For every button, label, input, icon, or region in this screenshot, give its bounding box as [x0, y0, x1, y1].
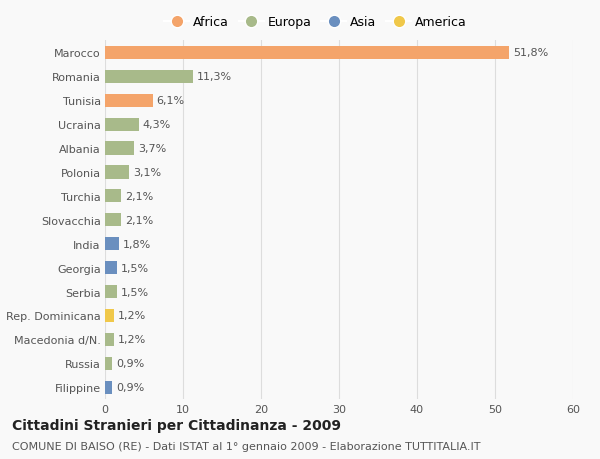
Text: 4,3%: 4,3% [142, 120, 170, 130]
Bar [105, 238, 119, 251]
Bar [105, 71, 193, 84]
Text: 1,5%: 1,5% [121, 287, 149, 297]
Bar [105, 381, 112, 394]
Bar [105, 309, 115, 322]
Bar [105, 95, 152, 107]
Legend: Africa, Europa, Asia, America: Africa, Europa, Asia, America [162, 13, 469, 32]
Text: 1,8%: 1,8% [123, 239, 151, 249]
Bar [105, 142, 134, 155]
Bar [105, 333, 115, 346]
Text: 0,9%: 0,9% [116, 358, 144, 369]
Text: 6,1%: 6,1% [157, 96, 185, 106]
Text: 3,1%: 3,1% [133, 168, 161, 178]
Text: 2,1%: 2,1% [125, 215, 154, 225]
Bar [105, 166, 129, 179]
Text: 1,2%: 1,2% [118, 335, 146, 345]
Bar [105, 214, 121, 227]
Bar [105, 285, 116, 298]
Bar [105, 357, 112, 370]
Text: COMUNE DI BAISO (RE) - Dati ISTAT al 1° gennaio 2009 - Elaborazione TUTTITALIA.I: COMUNE DI BAISO (RE) - Dati ISTAT al 1° … [12, 441, 481, 451]
Bar [105, 47, 509, 60]
Text: 2,1%: 2,1% [125, 191, 154, 202]
Bar [105, 262, 116, 274]
Text: 1,5%: 1,5% [121, 263, 149, 273]
Text: 11,3%: 11,3% [197, 72, 232, 82]
Text: 51,8%: 51,8% [513, 48, 548, 58]
Text: 1,2%: 1,2% [118, 311, 146, 321]
Text: 0,9%: 0,9% [116, 382, 144, 392]
Bar [105, 190, 121, 203]
Text: 3,7%: 3,7% [138, 144, 166, 154]
Text: Cittadini Stranieri per Cittadinanza - 2009: Cittadini Stranieri per Cittadinanza - 2… [12, 418, 341, 431]
Bar [105, 118, 139, 131]
